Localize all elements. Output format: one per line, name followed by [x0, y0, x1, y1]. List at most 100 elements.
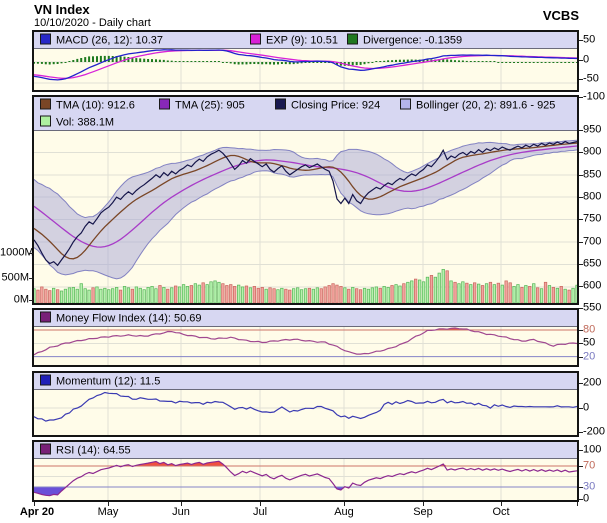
axis-tick: [423, 502, 424, 506]
y-axis-label: 50: [583, 33, 596, 46]
legend-label: MACD (26, 12): 10.37: [56, 34, 163, 47]
y-axis-label: 850: [583, 168, 602, 181]
page-subtitle: 10/10/2020 - Daily chart: [34, 17, 151, 29]
legend-swatch: [40, 115, 51, 127]
y-axis-label: 50: [583, 336, 596, 349]
y-axis-label: 900: [583, 145, 602, 158]
y-axis-label: 550: [583, 301, 602, 314]
axis-tick: [579, 450, 583, 451]
legend-item: EXP (9): 10.51: [250, 33, 338, 47]
axis-tick: [579, 152, 583, 153]
axis-tick: [579, 499, 583, 500]
axis-tick: [29, 278, 33, 279]
legend-swatch: [159, 98, 170, 110]
legend-label: RSI (14): 64.55: [56, 444, 131, 457]
axis-tick: [579, 357, 583, 358]
y-axis-label: 0M: [13, 293, 29, 306]
axis-tick: [579, 79, 583, 80]
y-axis-label: 70: [583, 459, 596, 472]
page-title: VN Index: [34, 2, 90, 17]
legend-item: Money Flow Index (14): 50.69: [40, 311, 202, 325]
legend-label: Money Flow Index (14): 50.69: [56, 312, 202, 325]
y-axis-label: 80: [583, 323, 596, 336]
axis-tick: [579, 408, 583, 409]
axis-tick: [579, 175, 583, 176]
y-axis-label: 950: [583, 123, 602, 136]
legend-item: TMA (25): 905: [159, 98, 245, 112]
legend-item: TMA (10): 912.6: [40, 98, 135, 112]
legend-label: Bollinger (20, 2): 891.6 - 925: [416, 99, 556, 112]
axis-tick: [579, 40, 583, 41]
legend-item: Closing Price: 924: [275, 98, 381, 112]
x-axis-label: May: [97, 506, 119, 518]
axis-tick: [579, 197, 583, 198]
y-axis-label: 0: [583, 492, 590, 505]
axis-tick: [181, 502, 182, 506]
legend-swatch: [275, 98, 286, 110]
legend-item: Vol: 388.1M: [40, 115, 114, 129]
x-axis-label: Aug: [334, 506, 354, 518]
axis-tick: [579, 130, 583, 131]
axis-tick: [108, 502, 109, 506]
y-axis-label: 0: [583, 53, 590, 66]
legend-label: Divergence: -0.1359: [363, 34, 463, 47]
legend-label: Closing Price: 924: [291, 99, 381, 112]
macd-panel: MACD (26, 12): 10.37 EXP (9): 10.51 Diverg…: [32, 30, 579, 92]
price-volume-chart: [34, 131, 577, 303]
rsi-chart: [34, 459, 577, 500]
axis-tick: [579, 60, 583, 61]
y-axis-label: 500M: [1, 271, 29, 284]
legend-label: TMA (10): 912.6: [56, 99, 135, 112]
x-axis-label: Jul: [252, 506, 268, 518]
x-axis-label: Oct: [492, 506, 510, 518]
y-axis-label: -200: [583, 425, 606, 438]
axis-tick: [579, 432, 583, 433]
legend-swatch: [40, 98, 51, 110]
legend-label: EXP (9): 10.51: [266, 34, 338, 47]
price-legend-row2: Vol: 388.1M: [34, 114, 577, 131]
y-axis-label: 800: [583, 190, 602, 203]
momentum-legend: Momentum (12): 11.5: [34, 373, 577, 390]
legend-item: Momentum (12): 11.5: [40, 374, 160, 388]
axis-tick: [579, 466, 583, 467]
mfi-panel: Money Flow Index (14): 50.69: [32, 308, 579, 367]
y-axis-label: -100: [583, 90, 606, 103]
momentum-chart: [34, 390, 577, 435]
y-axis-label: 100: [583, 443, 602, 456]
mfi-chart: [34, 327, 577, 365]
y-axis-label: 1000M: [0, 246, 34, 259]
legend-swatch: [400, 98, 411, 110]
legend-swatch: [40, 33, 51, 45]
axis-tick: [579, 330, 583, 331]
legend-swatch: [347, 33, 358, 45]
legend-swatch: [40, 311, 51, 323]
legend-item: Bollinger (20, 2): 891.6 - 925: [400, 98, 556, 112]
axis-tick: [579, 242, 583, 243]
macd-chart: [34, 49, 577, 90]
legend-item: RSI (14): 64.55: [40, 443, 131, 457]
axis-tick: [579, 383, 583, 384]
rsi-panel: RSI (14): 64.55: [32, 440, 579, 502]
axis-tick: [260, 502, 261, 506]
y-axis-label: 30: [583, 480, 596, 493]
axis-tick: [579, 219, 583, 220]
legend-item: MACD (26, 12): 10.37: [40, 33, 163, 47]
y-axis-label: 650: [583, 257, 602, 270]
brand-logo: VCBS: [542, 8, 579, 23]
axis-tick: [29, 300, 33, 301]
y-axis-label: 750: [583, 212, 602, 225]
x-axis-label: Jun: [172, 506, 190, 518]
y-axis-label: 0: [583, 401, 590, 414]
axis-tick: [344, 502, 345, 506]
axis-tick: [34, 502, 35, 506]
axis-tick: [579, 308, 583, 309]
y-axis-label: 700: [583, 235, 602, 248]
y-axis-label: 20: [583, 350, 596, 363]
legend-item: Divergence: -0.1359: [347, 33, 463, 47]
axis-tick: [579, 97, 583, 98]
price-panel: TMA (10): 912.6 TMA (25): 905 Closing Pric…: [32, 95, 579, 305]
axis-tick: [29, 253, 33, 254]
y-axis-label: -50: [583, 72, 599, 85]
axis-tick: [579, 343, 583, 344]
